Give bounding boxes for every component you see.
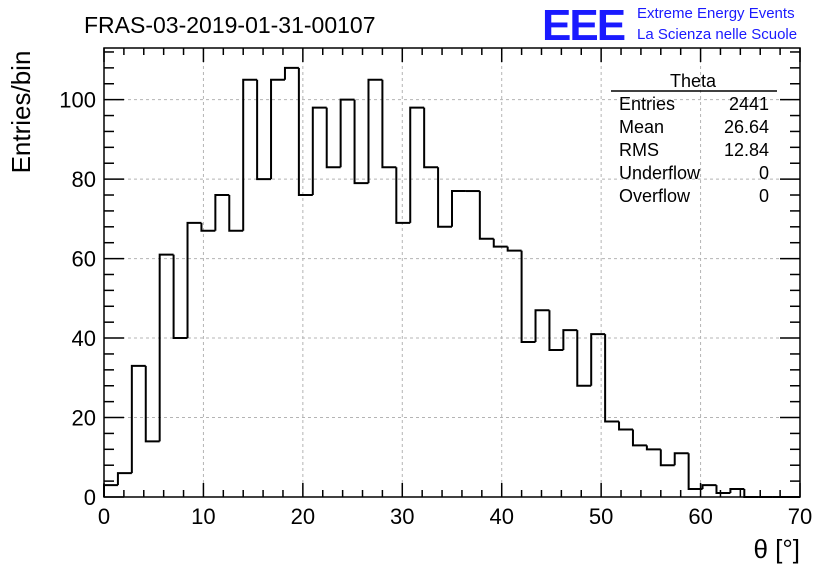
- x-tick-label: 0: [98, 504, 110, 529]
- histogram-bin: [534, 309, 550, 343]
- stats-row-label: Mean: [619, 117, 664, 137]
- histogram-bin: [200, 222, 216, 232]
- y-tick-label: 40: [72, 326, 96, 351]
- histogram-bin: [743, 489, 759, 498]
- histogram-bin: [144, 365, 160, 443]
- histogram-bin: [228, 195, 244, 232]
- histogram-bin: [297, 67, 313, 197]
- histogram-bin: [590, 333, 606, 386]
- histogram-bin: [325, 107, 341, 169]
- histogram-bin: [645, 445, 661, 451]
- eee-logo-line2: La Scienza nelle Scuole: [637, 26, 797, 43]
- y-axis-title: Entries/bin: [6, 51, 36, 174]
- histogram-bin: [520, 250, 536, 344]
- histogram-bin: [172, 254, 188, 340]
- histogram-bin: [492, 238, 508, 248]
- stats-rows: Entries 2441 Mean 26.64 RMS 12.84 Underflow 0 Ov…: [619, 94, 769, 206]
- histogram-bin: [311, 106, 327, 196]
- histogram-bin: [256, 79, 272, 181]
- y-tick-label: 100: [59, 88, 96, 113]
- stats-row-label: Underflow: [619, 163, 701, 183]
- histogram-bin: [395, 167, 411, 224]
- stats-row-value: 12.84: [724, 140, 769, 160]
- histogram-bin: [506, 246, 522, 252]
- histogram-bin: [158, 253, 174, 442]
- histogram-bin: [381, 79, 397, 169]
- histogram-bin: [604, 334, 620, 423]
- histogram-bin: [186, 221, 202, 339]
- eee-logo-letters: EEE: [542, 1, 625, 50]
- histogram-bin: [270, 78, 285, 180]
- x-tick-label: 40: [489, 504, 513, 529]
- x-tick-label: 60: [688, 504, 712, 529]
- x-tick-label: 70: [788, 504, 812, 529]
- histogram-bin: [618, 421, 633, 431]
- histogram-bin: [214, 194, 230, 231]
- histogram-bin: [437, 167, 452, 228]
- histogram-bin: [353, 99, 369, 185]
- histogram-bin: [576, 330, 592, 387]
- histogram-bin: [367, 78, 383, 184]
- histogram-bin: [478, 191, 494, 240]
- histogram-bin: [715, 485, 731, 495]
- histogram-bin: [631, 429, 647, 447]
- x-tick-label: 50: [589, 504, 613, 529]
- tick-labels: 0 10 20 30 40 50 60 70 0 20 40 60 80 100: [59, 88, 812, 529]
- histogram-bin: [701, 484, 717, 490]
- histogram-bin: [548, 310, 564, 351]
- histogram-bin: [103, 484, 118, 497]
- histogram-bin: [283, 66, 299, 80]
- run-title: FRAS-03-2019-01-31-00107: [84, 12, 376, 38]
- eee-logo: EEE Extreme Energy Events La Scienza nel…: [542, 1, 797, 50]
- histogram-bin: [673, 452, 689, 466]
- stats-row-label: Entries: [619, 94, 675, 114]
- x-tick-label: 10: [191, 504, 215, 529]
- histogram-bin: [130, 364, 146, 474]
- histogram-bin: [659, 449, 675, 467]
- y-tick-label: 20: [72, 406, 96, 431]
- histogram-bars: [103, 66, 800, 498]
- histogram-bin: [423, 107, 439, 169]
- x-tick-label: 20: [291, 504, 315, 529]
- histogram-bin: [409, 106, 425, 223]
- histogram-bin: [451, 190, 466, 227]
- histogram-bin: [242, 78, 258, 231]
- histogram-bin: [339, 98, 355, 168]
- histogram-bin: [729, 488, 745, 494]
- y-tick-label: 80: [72, 167, 96, 192]
- stats-box: Theta Entries 2441 Mean 26.64 RMS 12.84 Underf…: [611, 71, 777, 206]
- histogram-bin: [116, 472, 132, 486]
- plot-frame: [103, 47, 801, 498]
- stats-row-value: 2441: [729, 94, 769, 114]
- grid-lines: [104, 48, 800, 497]
- y-tick-label: 60: [72, 247, 96, 272]
- x-axis-title: θ [°]: [753, 534, 800, 564]
- stats-row-value: 0: [759, 163, 769, 183]
- x-tick-label: 30: [390, 504, 414, 529]
- stats-row-label: RMS: [619, 140, 659, 160]
- histogram-bin: [687, 453, 703, 491]
- stats-row-value: 0: [759, 186, 769, 206]
- axis-ticks: [103, 48, 801, 498]
- stats-row-value: 26.64: [724, 117, 769, 137]
- histogram-bin: [562, 329, 578, 350]
- stats-row-label: Overflow: [619, 186, 691, 206]
- y-tick-label: 0: [84, 485, 96, 510]
- stats-title: Theta: [670, 71, 717, 91]
- eee-logo-line1: Extreme Energy Events: [637, 5, 795, 22]
